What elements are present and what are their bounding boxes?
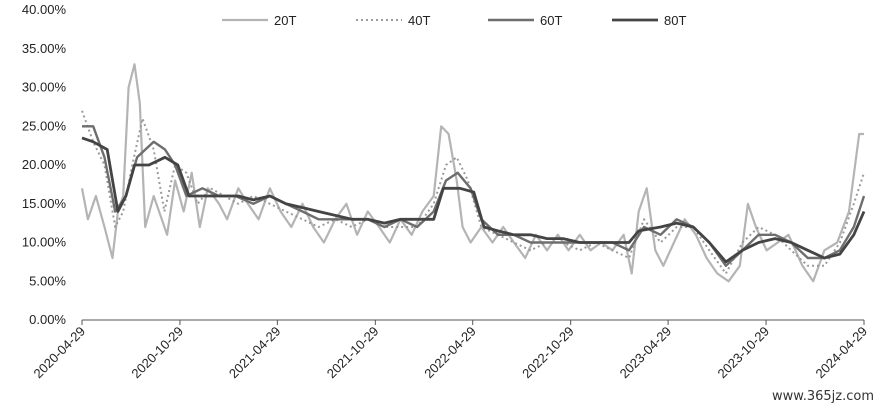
legend-label-20t: 20T [274, 13, 296, 28]
y-tick-label: 20.00% [22, 157, 67, 172]
legend-label-80t: 80T [664, 13, 686, 28]
x-tick-label: 2021-10-29 [324, 324, 382, 382]
chart-legend: 20T 40T 60T 80T [222, 13, 686, 28]
y-tick-label: 10.00% [22, 235, 67, 250]
y-tick-label: 0.00% [29, 312, 66, 327]
y-axis-ticks: 0.00% 5.00% 10.00% 15.00% 20.00% 25.00% 30.00%… [22, 2, 67, 327]
y-tick-label: 25.00% [22, 118, 67, 133]
x-tick-label: 2023-10-29 [715, 324, 773, 382]
series-line-20t [80, 63, 864, 283]
x-tick-label: 2021-04-29 [226, 324, 284, 382]
x-tick-label: 2024-04-29 [812, 324, 870, 382]
y-tick-label: 30.00% [22, 80, 67, 95]
legend-label-60t: 60T [540, 13, 562, 28]
series-line-60t [82, 125, 866, 267]
watermark-text: www.365jz.com [772, 389, 874, 404]
x-tick-label: 2020-04-29 [30, 324, 88, 382]
chart-series [80, 63, 866, 283]
x-tick-label: 2023-04-29 [617, 324, 675, 382]
x-axis-ticks: 2020-04-29 2020-10-29 2021-04-29 2021-10-29… [30, 320, 870, 381]
x-tick-label: 2022-10-29 [519, 324, 577, 382]
series-line-80t [81, 136, 866, 264]
y-tick-label: 5.00% [29, 273, 66, 288]
series-line-40t [81, 110, 865, 275]
y-tick-label: 15.00% [22, 196, 67, 211]
y-tick-label: 40.00% [22, 2, 67, 17]
x-tick-label: 2022-04-29 [421, 324, 479, 382]
legend-label-40t: 40T [408, 13, 430, 28]
x-tick-label: 2020-10-29 [128, 324, 186, 382]
y-tick-label: 35.00% [22, 41, 67, 56]
